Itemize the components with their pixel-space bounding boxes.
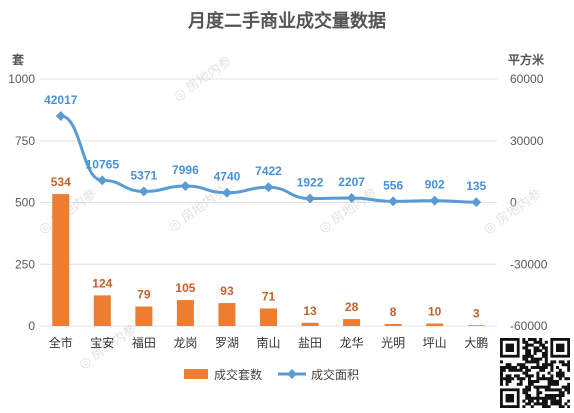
bar xyxy=(93,295,111,326)
right-tick-label: -30000 xyxy=(510,257,548,271)
bar-data-label: 71 xyxy=(262,289,276,303)
line-data-label: 42017 xyxy=(44,93,78,107)
right-axis-unit: 平方米 xyxy=(508,52,545,67)
line-point xyxy=(346,193,357,203)
category-label: 坪山 xyxy=(423,336,447,350)
legend-label: 成交套数 xyxy=(214,367,262,382)
bar-data-label: 105 xyxy=(175,281,195,295)
bar-data-label: 79 xyxy=(137,287,151,301)
bar xyxy=(52,194,70,326)
line-data-label: 7422 xyxy=(255,164,282,178)
category-label: 龙岗 xyxy=(173,336,197,350)
line-point xyxy=(222,187,232,198)
gridlines xyxy=(40,78,497,327)
left-axis-ticks: 0 250 500 750 1000 xyxy=(8,72,35,333)
category-label: 福田 xyxy=(132,335,156,350)
legend-label: 成交面积 xyxy=(311,367,359,382)
right-tick-label: 60000 xyxy=(510,72,544,86)
bar-data-label: 28 xyxy=(345,300,359,314)
left-tick-label: 250 xyxy=(15,257,35,271)
watermark-text: ◎ 房地内参 xyxy=(316,185,379,236)
category-label: 龙华 xyxy=(340,336,364,350)
category-labels: 全市 宝安 福田 龙岗 罗湖 南山 盐田 龙华 光明 坪山 大鹏 xyxy=(49,335,488,350)
category-label: 南山 xyxy=(256,335,280,350)
line-point xyxy=(429,195,440,206)
right-tick-label: 0 xyxy=(510,196,517,210)
watermark-text: ◎ 房地内参 xyxy=(171,53,234,104)
watermark-layer: ◎ 房地内参◎ 房地内参 ◎ 房地内参 ◎ 房地内参 ◎ 房地内参◎ 房地内参 xyxy=(36,53,544,372)
right-axis-ticks: -60000 -30000 0 30000 60000 xyxy=(510,72,548,333)
bar xyxy=(467,325,485,326)
line-series: 42017 10765 5371 7996 4740 7422 1922 2207 556 902… xyxy=(44,93,487,208)
line-data-label: 2207 xyxy=(338,175,365,189)
bar xyxy=(343,319,361,326)
qr-code xyxy=(500,338,571,409)
bar-data-label: 534 xyxy=(51,175,71,189)
category-label: 宝安 xyxy=(90,335,114,350)
category-label: 全市 xyxy=(49,335,73,350)
line-data-label: 5371 xyxy=(131,168,158,182)
bar xyxy=(135,306,153,326)
legend-swatch-bar xyxy=(184,369,208,379)
line-data-label: 10765 xyxy=(86,157,120,171)
bar-data-label: 3 xyxy=(473,306,480,320)
line-data-label: 7996 xyxy=(172,163,199,177)
bar xyxy=(426,323,444,326)
line-point xyxy=(263,182,274,193)
line-point xyxy=(388,196,399,207)
left-tick-label: 500 xyxy=(15,196,35,210)
line-point xyxy=(97,175,108,186)
bar-data-label: 124 xyxy=(92,276,112,290)
bar-data-label: 13 xyxy=(303,304,317,318)
bar-series: 534 124 79 105 93 71 13 28 8 10 3 xyxy=(51,175,485,326)
legend-marker xyxy=(287,369,297,379)
bar xyxy=(301,322,319,326)
category-label: 光明 xyxy=(381,336,405,350)
bar xyxy=(260,308,277,326)
line-data-label: 902 xyxy=(425,178,445,192)
line-data-label: 4740 xyxy=(214,170,241,184)
line-point xyxy=(180,181,191,191)
legend: 成交套数 成交面积 xyxy=(184,367,359,382)
category-label: 盐田 xyxy=(298,336,322,350)
bar-data-label: 10 xyxy=(428,305,442,319)
line-point xyxy=(55,111,66,121)
left-tick-label: 1000 xyxy=(8,72,35,86)
line-point xyxy=(305,193,315,204)
line-data-label: 556 xyxy=(383,178,403,192)
line-point xyxy=(471,197,482,208)
category-label: 罗湖 xyxy=(215,335,239,350)
bar xyxy=(384,324,402,326)
watermark-text: ◎ 房地内参 xyxy=(481,186,544,237)
category-label: 大鹏 xyxy=(464,336,488,350)
bar-data-label: 93 xyxy=(220,284,234,298)
bar xyxy=(218,303,236,326)
line-point xyxy=(138,186,149,197)
watermark-text: ◎ 房地内参 xyxy=(166,183,229,234)
left-axis-unit: 套 xyxy=(11,52,25,67)
left-tick-label: 0 xyxy=(28,319,35,333)
right-tick-label: 30000 xyxy=(510,134,544,148)
chart-title: 月度二手商业成交量数据 xyxy=(187,10,386,31)
bar xyxy=(176,300,194,326)
line-data-label: 135 xyxy=(466,179,486,193)
right-tick-label: -60000 xyxy=(510,319,548,333)
line-data-label: 1922 xyxy=(297,176,324,190)
bar-data-label: 8 xyxy=(390,305,397,319)
left-tick-label: 750 xyxy=(15,134,35,148)
